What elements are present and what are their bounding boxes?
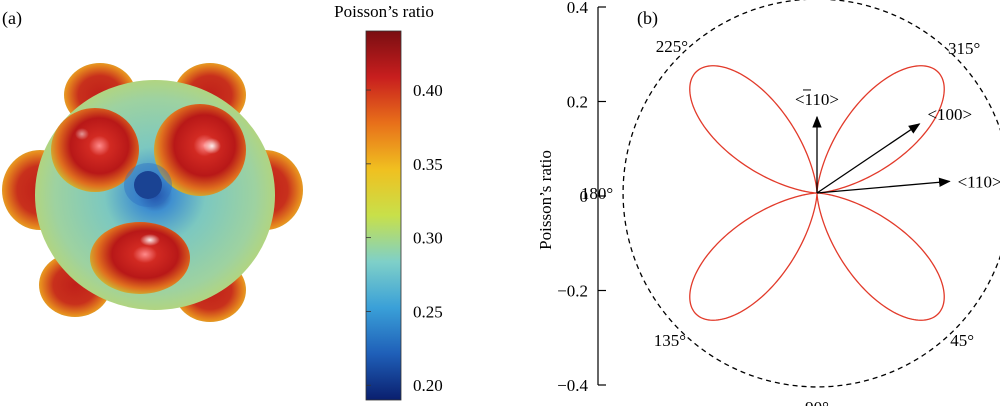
colorbar-ticks: 0.40 0.35 0.30 0.25 0.20: [366, 81, 443, 395]
y-tick-label: −0.4: [557, 376, 588, 395]
panel-a-label: (a): [2, 8, 22, 29]
angle-label-315: 315°: [948, 39, 980, 58]
colorbar-tick-label: 0.40: [413, 81, 443, 100]
colorbar-tick-label: 0.25: [413, 302, 443, 321]
colorbar: [365, 30, 402, 401]
vector-label: <110>: [958, 172, 1000, 191]
vector-label: <110>: [795, 90, 839, 109]
colorbar-tick-label: 0.35: [413, 155, 443, 174]
y-tick-label: 0.2: [567, 93, 588, 112]
poisson-surface-render: [2, 63, 303, 322]
angle-label-90: 90°: [805, 398, 829, 406]
y-tick-label: −0.2: [557, 282, 588, 301]
vector-arrow: [816, 123, 921, 194]
colorbar-tick-label: 0.30: [413, 229, 443, 248]
angle-label-45: 45°: [950, 331, 974, 350]
y-tick-label: 0.4: [567, 0, 589, 17]
y-axis-ticks: 0.4 0.2 0 −0.2 −0.4: [557, 0, 606, 395]
vector-arrow: [816, 177, 951, 194]
vector-label: <100>: [927, 105, 972, 124]
polar-plot: 270°315°0°45°90°135°180°225°<110><100><1…: [581, 0, 1000, 406]
panel-b-label: (b): [637, 8, 658, 29]
y-axis-title: Poisson’s ratio: [536, 150, 555, 250]
colorbar-title: Poisson’s ratio: [334, 2, 434, 21]
colorbar-tick-label: 0.20: [413, 376, 443, 395]
y-tick-label: 0: [580, 187, 589, 206]
angle-label-135: 135°: [654, 331, 686, 350]
angle-label-225: 225°: [656, 37, 688, 56]
angle-label-180: 180°: [581, 184, 613, 203]
